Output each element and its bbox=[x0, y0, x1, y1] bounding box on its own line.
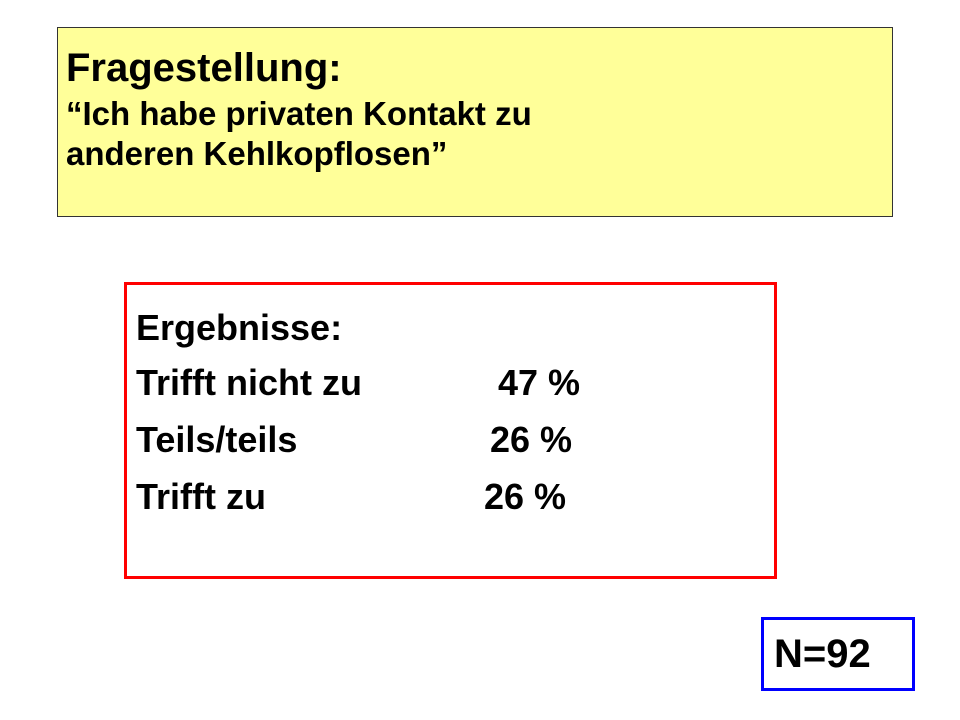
results-box: Ergebnisse: Trifft nicht zu 47 % Teils/t… bbox=[124, 282, 777, 579]
result-label: Trifft zu bbox=[136, 476, 266, 517]
question-text-line-1: “Ich habe privaten Kontakt zu bbox=[66, 95, 532, 132]
question-box: Fragestellung: “Ich habe privaten Kontak… bbox=[57, 27, 893, 217]
result-value: 26 % bbox=[490, 419, 573, 460]
sample-size-box: N=92 bbox=[761, 617, 915, 691]
result-label: Teils/teils bbox=[136, 419, 298, 460]
results-heading: Ergebnisse: bbox=[136, 307, 343, 348]
result-row: Trifft nicht zu 47 % bbox=[136, 354, 774, 411]
result-value: 26 % bbox=[484, 476, 567, 517]
sample-size-label: N=92 bbox=[774, 632, 871, 676]
question-text-line-2: anderen Kehlkopflosen” bbox=[66, 135, 448, 172]
question-title: Fragestellung: bbox=[66, 46, 342, 90]
result-value: 47 % bbox=[498, 362, 581, 403]
result-row: Trifft zu 26 % bbox=[136, 468, 774, 525]
result-label: Trifft nicht zu bbox=[136, 362, 362, 403]
result-row: Teils/teils 26 % bbox=[136, 411, 774, 468]
